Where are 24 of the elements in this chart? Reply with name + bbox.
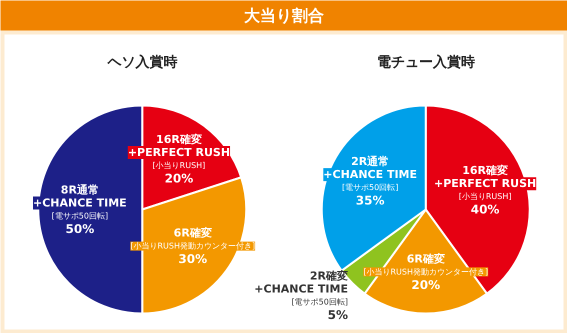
data-label: 30% — [178, 252, 208, 266]
text: [小当りRUSH発動カウンター付き] — [130, 242, 256, 251]
slice-label: 6R確変 — [406, 252, 445, 266]
text: [小当りRUSH] — [458, 192, 512, 202]
slice-label: 8R通常 +CHANCE TIME — [33, 184, 127, 210]
text: [電サポ50回転] — [52, 212, 108, 220]
data-label: 50% — [65, 222, 94, 236]
text: 大当り割合 — [244, 6, 324, 25]
text: [小当りRUSH発動カウンター付き] — [363, 267, 488, 276]
slice-label: 2R通常 +CHANCE TIME — [323, 155, 418, 182]
data-label: 20% — [164, 172, 194, 186]
chart-title: 電チュー入賞時 — [376, 54, 475, 70]
data-label: 20% — [411, 278, 440, 292]
slice-label: 16R確変 +PERFECT RUSH — [434, 164, 536, 190]
data-label: 40% — [470, 202, 500, 217]
slice-label: 6R確変 — [174, 226, 212, 240]
text: [電サポ50回転] — [292, 297, 348, 306]
text: [電サポ50回転] — [342, 183, 398, 192]
slice-label: 2R確変 +CHANCE TIME — [254, 269, 348, 296]
data-label: 5% — [328, 308, 348, 322]
data-label: 35% — [356, 194, 385, 208]
chart-title: ヘソ入賞時 — [106, 54, 178, 70]
text: [小当りRUSH] — [152, 161, 206, 170]
slice-label: 16R確変 +PERFECT RUSH — [128, 133, 230, 160]
